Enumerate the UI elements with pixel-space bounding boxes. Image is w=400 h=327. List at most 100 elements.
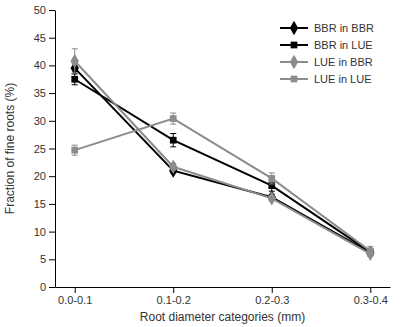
error-bar-cap — [367, 255, 373, 256]
y-tick-label: 20 — [34, 170, 46, 182]
x-tick: 0.2-0.3 — [255, 287, 289, 306]
y-tick-label: 25 — [34, 143, 46, 155]
legend-marker — [291, 42, 298, 49]
y-tick: 15 — [34, 198, 55, 210]
series-line — [75, 61, 371, 254]
y-tick-mark — [49, 38, 55, 39]
legend-marker — [290, 21, 298, 35]
y-tick-mark — [49, 93, 55, 94]
point — [268, 191, 276, 205]
y-tick-label: 35 — [34, 87, 46, 99]
series-line — [75, 68, 371, 252]
error-bar-cap — [72, 73, 78, 74]
y-tick: 20 — [34, 170, 55, 182]
legend-marker — [290, 55, 298, 69]
y-tick: 25 — [34, 143, 55, 155]
x-tick: 0.1-0.2 — [157, 287, 191, 306]
error-bar — [170, 134, 176, 147]
error-bar-cap — [170, 124, 176, 125]
plot: 0 5 10 15 20 25 30 35 40 45 50 0.0-0.1 0.1-0.2 0.2-0.… — [34, 4, 391, 306]
error-bar-cap — [170, 133, 176, 134]
y-axis-title: Fraction of fine roots (%) — [3, 83, 17, 214]
y-tick: 40 — [34, 59, 55, 71]
legend-label: BBR in BBR — [314, 22, 374, 34]
error-bar-cap — [72, 73, 78, 74]
error-bar-cap — [269, 172, 275, 173]
y-tick-mark — [49, 176, 55, 177]
y-tick-mark — [49, 10, 55, 11]
error-bar-cap — [269, 183, 275, 184]
legend-item: BBR in LUE — [280, 39, 373, 51]
y-tick-mark — [49, 287, 55, 288]
x-tick: 0.0-0.1 — [58, 287, 92, 306]
point — [71, 147, 78, 154]
point — [268, 175, 275, 182]
y-tick: 35 — [34, 87, 55, 99]
point — [71, 54, 79, 68]
error-bar-cap — [72, 155, 78, 156]
x-axis-title: Root diameter categories (mm) — [140, 310, 305, 324]
y-tick: 10 — [34, 226, 55, 238]
y-tick-label: 0 — [40, 281, 46, 293]
y-tick-label: 30 — [34, 115, 46, 127]
y-tick-label: 10 — [34, 226, 46, 238]
error-bar-cap — [72, 73, 78, 74]
legend-item: LUE in BBR — [280, 55, 373, 69]
y-tick-mark — [49, 149, 55, 150]
point — [170, 115, 177, 122]
y-tick-mark — [49, 259, 55, 260]
error-bar — [72, 145, 78, 155]
series-line — [75, 119, 371, 251]
x-tick: 0.3-0.4 — [354, 287, 388, 306]
legend: BBR in BBR BBR in LUE LUE in BBR LUE in LUE — [280, 21, 374, 85]
x-tick-mark — [370, 287, 371, 293]
y-axis-line — [55, 11, 56, 288]
legend-marker — [291, 76, 298, 83]
y-tick: 0 — [40, 281, 55, 293]
y-tick-label: 5 — [40, 253, 46, 265]
x-tick-label: 0.2-0.3 — [255, 294, 289, 306]
error-bar — [72, 74, 78, 85]
point — [366, 247, 374, 261]
error-bar — [170, 113, 176, 124]
y-tick: 30 — [34, 115, 55, 127]
error-bar-cap — [170, 113, 176, 114]
legend-item: BBR in BBR — [280, 21, 374, 35]
point — [170, 137, 177, 144]
y-axis: 0 5 10 15 20 25 30 35 40 45 50 — [34, 4, 56, 293]
chart: 0 5 10 15 20 25 30 35 40 45 50 0.0-0.1 0.1-0.2 0.2-0.… — [0, 0, 400, 327]
error-bar-cap — [72, 145, 78, 146]
x-tick-mark — [75, 287, 76, 293]
error-bar-cap — [72, 84, 78, 85]
y-tick-label: 45 — [34, 32, 46, 44]
legend-label: BBR in LUE — [314, 39, 373, 51]
point — [71, 76, 78, 83]
error-bar — [367, 247, 373, 256]
error-bar-cap — [170, 146, 176, 147]
y-tick-mark — [49, 232, 55, 233]
series-line — [75, 79, 371, 252]
x-tick-label: 0.3-0.4 — [354, 294, 388, 306]
x-tick-mark — [272, 287, 273, 293]
error-bar — [269, 173, 275, 184]
x-tick-mark — [173, 287, 174, 293]
legend-label: LUE in BBR — [314, 56, 373, 68]
y-tick-mark — [49, 121, 55, 122]
x-tick-label: 0.1-0.2 — [157, 294, 191, 306]
legend-item: LUE in LUE — [280, 73, 371, 85]
y-tick: 45 — [34, 32, 55, 44]
legend-label: LUE in LUE — [314, 73, 371, 85]
x-tick-label: 0.0-0.1 — [58, 294, 92, 306]
x-axis: 0.0-0.1 0.1-0.2 0.2-0.3 0.3-0.4 — [56, 287, 391, 306]
y-tick-label: 15 — [34, 198, 46, 210]
error-bar-cap — [72, 48, 78, 49]
point — [169, 160, 177, 174]
y-tick-mark — [49, 204, 55, 205]
y-tick-label: 50 — [34, 4, 46, 16]
point — [367, 248, 374, 255]
marks — [71, 49, 375, 261]
y-tick-mark — [49, 65, 55, 66]
y-tick-label: 40 — [34, 59, 46, 71]
x-axis-line — [56, 287, 391, 288]
y-tick: 5 — [40, 253, 55, 265]
